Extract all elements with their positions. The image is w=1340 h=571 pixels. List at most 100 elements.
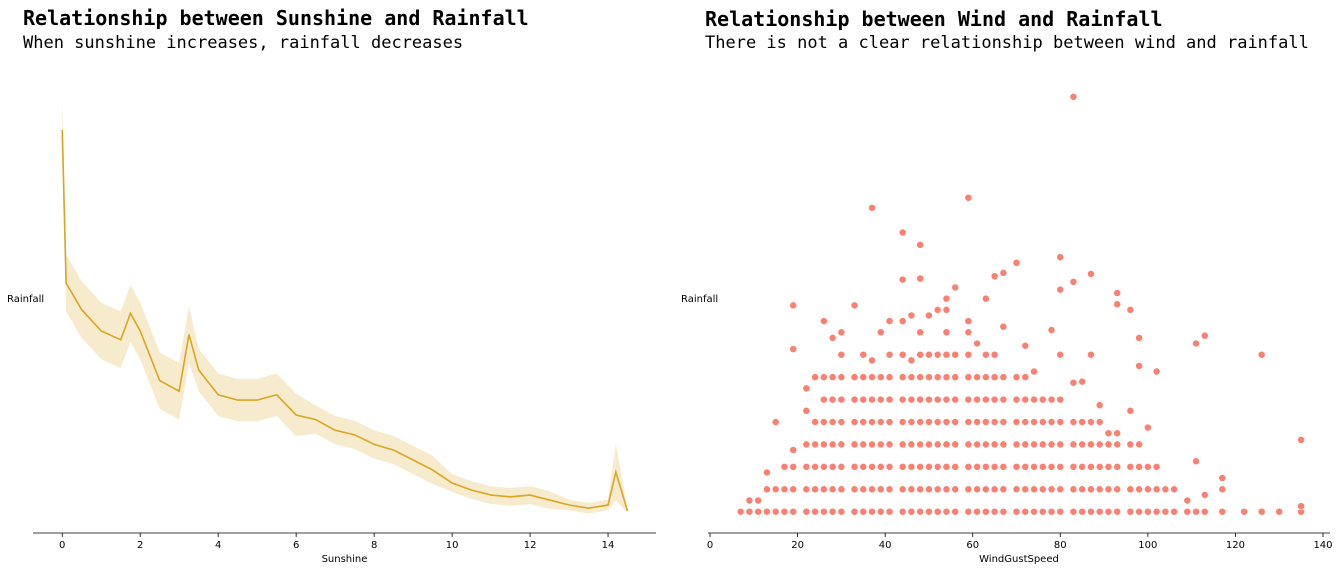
point xyxy=(789,446,798,454)
point xyxy=(924,440,933,449)
point xyxy=(964,418,973,426)
x-tick-label: 4 xyxy=(215,540,221,551)
point xyxy=(981,418,990,426)
point xyxy=(819,507,828,516)
point xyxy=(898,462,907,471)
point xyxy=(859,373,868,382)
point xyxy=(868,440,876,449)
point xyxy=(789,485,798,494)
point xyxy=(1126,406,1135,415)
point xyxy=(1038,485,1047,494)
point xyxy=(754,507,763,516)
point xyxy=(1104,507,1113,516)
point xyxy=(868,356,876,365)
point xyxy=(898,373,907,382)
point xyxy=(933,440,942,449)
point xyxy=(1038,462,1047,471)
point xyxy=(990,373,999,382)
point xyxy=(762,507,771,516)
point xyxy=(973,373,982,382)
point xyxy=(1069,277,1078,286)
point xyxy=(811,418,820,426)
x-tick-label: 140 xyxy=(1313,540,1332,551)
point xyxy=(898,507,907,516)
point xyxy=(964,317,973,326)
point xyxy=(990,485,999,494)
point xyxy=(819,373,828,382)
point xyxy=(1012,462,1021,471)
point xyxy=(964,193,973,202)
point xyxy=(999,395,1008,404)
point xyxy=(907,395,916,404)
point xyxy=(1078,462,1087,471)
x-tick-label: 14 xyxy=(602,540,615,551)
point xyxy=(1021,462,1030,471)
point xyxy=(907,507,916,516)
point xyxy=(876,328,885,337)
point xyxy=(1135,440,1144,449)
point xyxy=(1038,418,1047,426)
point xyxy=(964,440,973,449)
point xyxy=(876,485,885,494)
point xyxy=(1030,440,1038,449)
point xyxy=(828,462,837,471)
point xyxy=(859,418,868,426)
point xyxy=(990,395,999,404)
point xyxy=(1218,507,1227,516)
point xyxy=(837,395,846,404)
point xyxy=(850,373,859,382)
point xyxy=(1126,485,1135,494)
point xyxy=(916,328,925,337)
point xyxy=(1152,367,1161,376)
point xyxy=(1021,395,1030,404)
point xyxy=(1126,462,1135,471)
chart-title: Relationship between Sunshine and Rainfa… xyxy=(23,6,529,30)
point xyxy=(907,373,916,382)
point xyxy=(868,395,876,404)
point xyxy=(990,440,999,449)
point xyxy=(1069,440,1078,449)
point xyxy=(885,440,894,449)
point xyxy=(819,462,828,471)
point xyxy=(745,507,754,516)
point xyxy=(990,350,999,359)
point xyxy=(876,507,885,516)
point xyxy=(942,294,951,303)
point xyxy=(1143,507,1152,516)
point xyxy=(885,418,894,426)
point xyxy=(907,462,916,471)
point xyxy=(964,350,973,359)
x-tick-label: 12 xyxy=(524,540,537,551)
confidence-band xyxy=(188,306,199,392)
y-axis-label: Rainfall xyxy=(681,294,718,305)
point xyxy=(1069,485,1078,494)
point xyxy=(924,311,933,320)
point xyxy=(942,350,951,359)
point xyxy=(876,462,885,471)
point xyxy=(885,462,894,471)
point xyxy=(973,440,982,449)
point xyxy=(951,507,960,516)
point xyxy=(981,395,990,404)
point xyxy=(1078,418,1087,426)
point xyxy=(789,345,798,354)
point xyxy=(789,462,798,471)
point xyxy=(964,462,973,471)
point xyxy=(951,485,960,494)
point xyxy=(964,507,973,516)
point xyxy=(850,507,859,516)
point xyxy=(933,350,942,359)
point xyxy=(1135,333,1144,342)
point xyxy=(1113,485,1122,494)
point xyxy=(1113,507,1122,516)
point xyxy=(964,328,973,337)
point xyxy=(780,485,789,494)
confidence-band xyxy=(615,443,628,513)
point xyxy=(1143,485,1152,494)
confidence-band xyxy=(549,491,570,511)
point xyxy=(907,418,916,426)
point xyxy=(1030,395,1038,404)
x-tick-label: 2 xyxy=(137,540,143,551)
point xyxy=(1012,258,1021,267)
point xyxy=(1104,462,1113,471)
